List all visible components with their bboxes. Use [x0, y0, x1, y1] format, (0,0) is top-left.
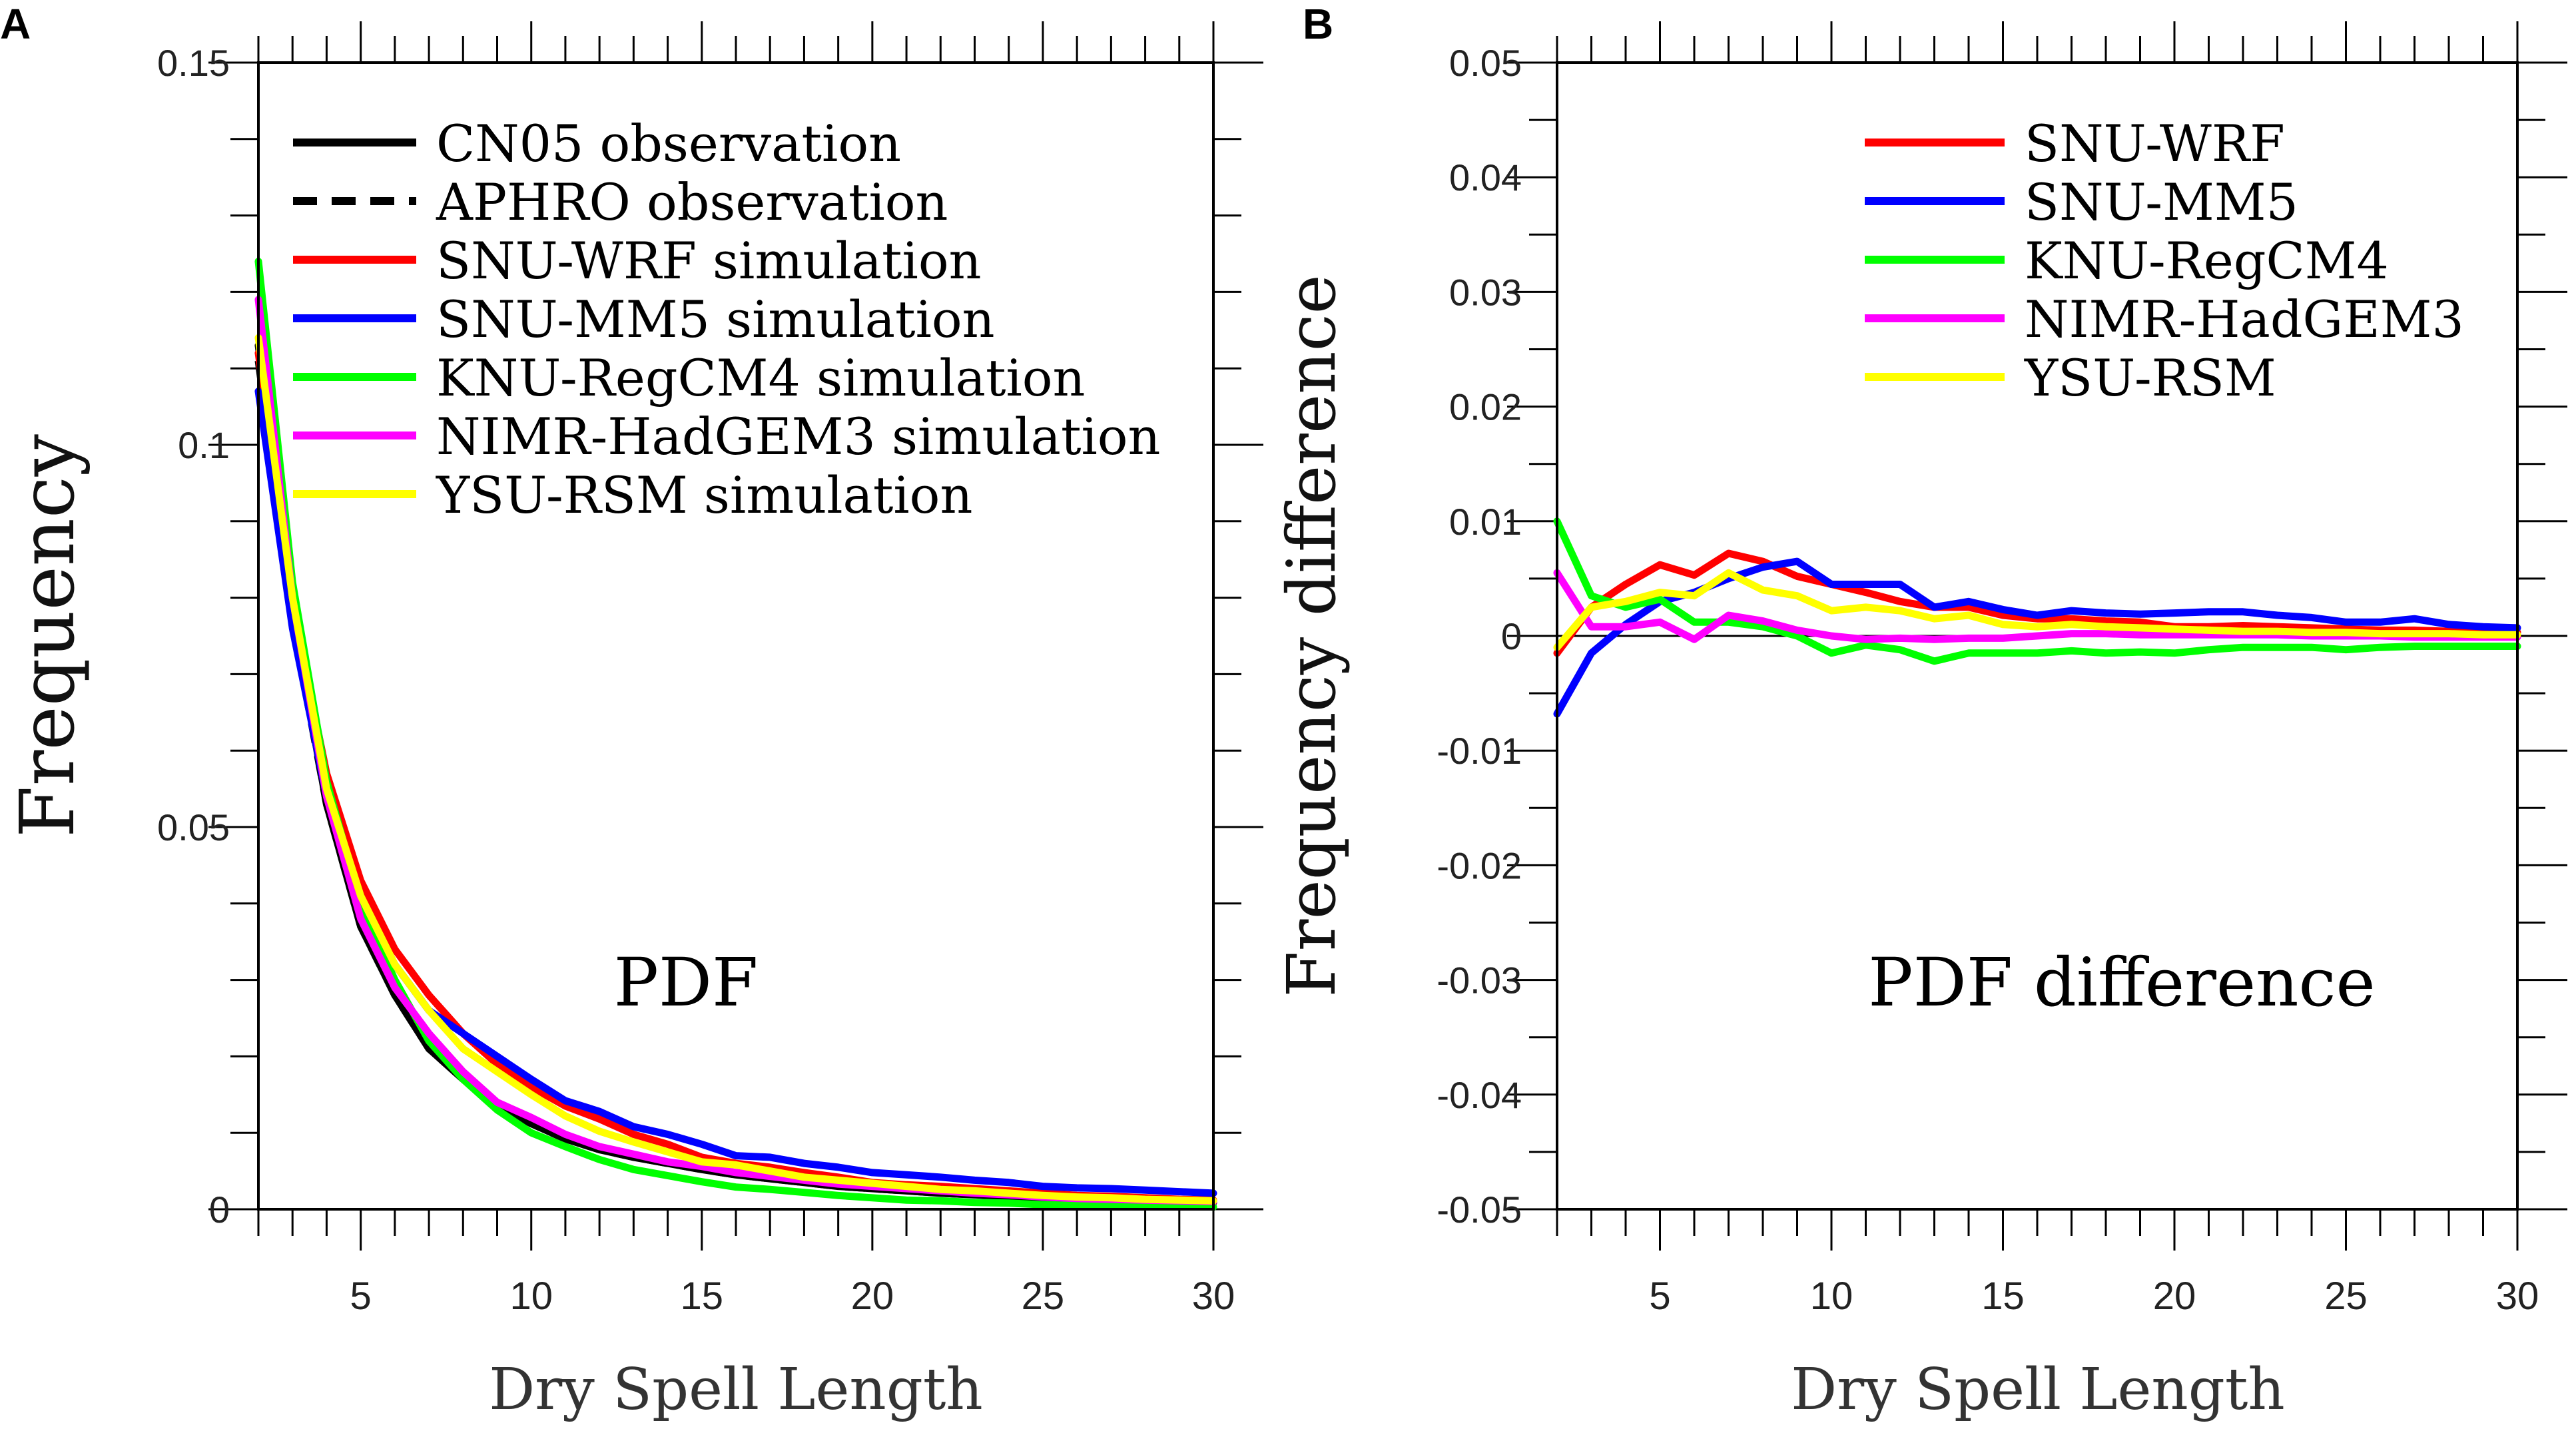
panel-b-x-tick-label: 5 [1649, 1275, 1670, 1318]
legend-label-aphro-observation: APHRO observation [436, 172, 948, 232]
legend-label-nimr-hadgem3: NIMR-HadGEM3 [2025, 290, 2464, 349]
panel-b-y-tick-label: -0.01 [1437, 730, 1522, 772]
panel-a-pdf-chart: A 5 10 15 20 25 30 0 0.05 0.1 0.15 PDF Dry Spell … [0, 0, 1263, 1423]
panel-b-x-tick-label: 15 [1981, 1275, 2025, 1318]
legend-label-nimr-hadgem3-simulation: NIMR-HadGEM3 simulation [436, 407, 1161, 466]
legend-label-ysu-rsm: YSU-RSM [2024, 348, 2276, 408]
panel-b-y-tick-label: 0.01 [1449, 501, 1522, 543]
panel-a-x-tick-label: 30 [1192, 1275, 1235, 1318]
panel-a-y-axis-label: Frequency [5, 434, 91, 838]
panel-a-x-tick-label: 25 [1022, 1275, 1065, 1318]
legend-label-snu-mm5: SNU-MM5 [2025, 172, 2298, 232]
panel-b-y-tick-label: 0.04 [1449, 156, 1522, 198]
panel-a-x-tick-label: 20 [851, 1275, 894, 1318]
panel-a-x-axis-label: Dry Spell Length [489, 1356, 983, 1423]
panel-b-tick-labels: 5 10 15 20 25 30 -0.05 -0.04 -0.03 -0.02 -0.01 0 0.0… [1437, 42, 2539, 1318]
panel-b-series [1553, 517, 2521, 718]
panel-b-y-tick-label: 0.02 [1449, 386, 1522, 428]
panel-b-y-tick-label: -0.05 [1437, 1189, 1522, 1231]
panel-b-y-tick-label: 0 [1501, 615, 1522, 657]
legend-label-knu-regcm4-simulation: KNU-RegCM4 simulation [436, 348, 1086, 408]
panel-b-ticks [1507, 21, 2567, 1251]
panel-b-x-tick-label: 30 [2496, 1275, 2539, 1318]
legend-label-snu-wrf: SNU-WRF [2025, 114, 2285, 173]
panel-a-tick-labels: 5 10 15 20 25 30 0 0.05 0.1 0.15 [157, 42, 1235, 1318]
panel-a-y-tick-label: 0.05 [157, 806, 230, 848]
legend-label-snu-mm5-simulation: SNU-MM5 simulation [436, 290, 995, 349]
legend-label-ysu-rsm-simulation: YSU-RSM simulation [436, 465, 972, 525]
panel-b-y-tick-label: -0.04 [1437, 1074, 1522, 1116]
panel-b-y-axis-label: Frequency difference [1273, 274, 1351, 997]
panel-b-pdf-difference-chart: B 5 10 15 20 25 30 -0.05 -0.04 -0.03 -0.02 -0.01 0 0… [1273, 0, 2567, 1423]
panel-b-y-tick-label: 0.03 [1449, 271, 1522, 313]
legend-label-snu-wrf-simulation: SNU-WRF simulation [436, 231, 982, 290]
panel-label-b: B [1303, 0, 1333, 48]
panel-b-plot-frame [1556, 61, 2519, 1211]
series-line-ysu-rsm-simulation [254, 334, 1217, 1205]
panel-b-y-tick-label: -0.02 [1437, 844, 1522, 886]
panel-a-plot-frame [257, 61, 1215, 1211]
panel-a-y-tick-label: 0 [209, 1189, 230, 1231]
panel-b-y-tick-label: 0.05 [1449, 42, 1522, 84]
panel-b-legend: SNU-WRFSNU-MM5KNU-RegCM4NIMR-HadGEM3YSU-… [1865, 114, 2464, 408]
panel-b-x-tick-label: 20 [2153, 1275, 2196, 1318]
panel-label-a: A [0, 0, 31, 48]
series-line-ysu-rsm [1553, 569, 2521, 651]
panel-a-x-tick-label: 5 [350, 1275, 372, 1318]
panel-a-y-tick-label: 0.1 [178, 424, 230, 466]
panel-a-y-tick-label: 0.15 [157, 42, 230, 84]
panel-b-y-tick-label: -0.03 [1437, 960, 1522, 1002]
panel-a-x-tick-label: 10 [509, 1275, 553, 1318]
panel-b-annotation: PDF difference [1868, 944, 2375, 1021]
panel-a-ticks [208, 21, 1263, 1251]
legend-label-cn05-observation: CN05 observation [436, 114, 901, 173]
panel-b-x-tick-label: 25 [2324, 1275, 2368, 1318]
panel-b-x-tick-label: 10 [1810, 1275, 1853, 1318]
panel-a-annotation: PDF [614, 944, 759, 1021]
legend-label-knu-regcm4: KNU-RegCM4 [2025, 231, 2389, 290]
panel-a-x-tick-label: 15 [681, 1275, 724, 1318]
panel-b-x-axis-label: Dry Spell Length [1791, 1356, 2285, 1423]
panel-a-series [254, 258, 1217, 1211]
